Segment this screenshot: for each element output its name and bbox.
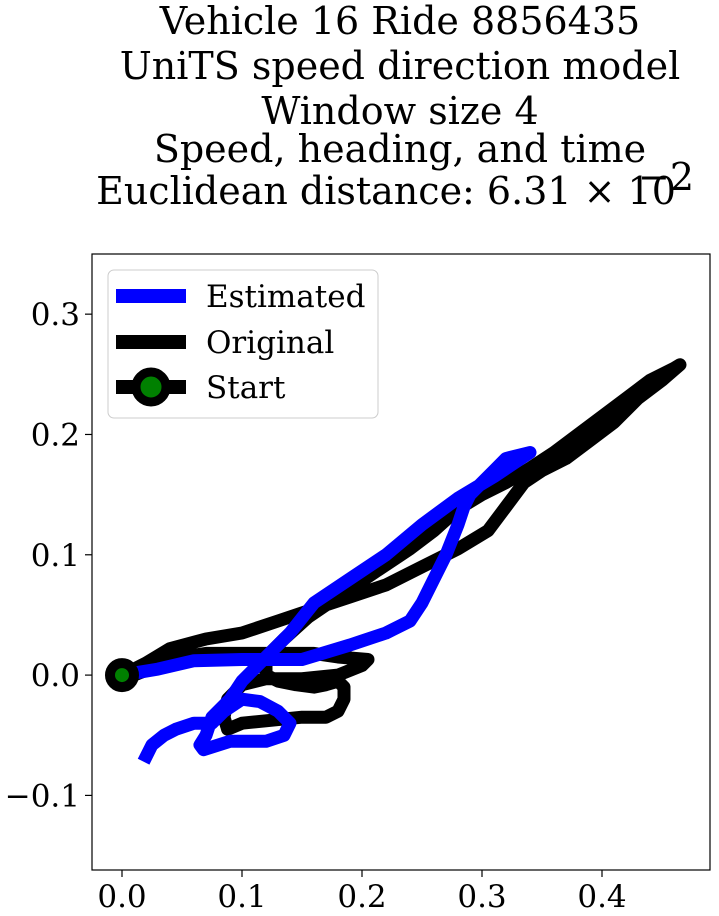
y-axis: −0.1 0.0 0.1 0.2 0.3 [5, 297, 92, 814]
legend-label-start: Start [206, 370, 286, 406]
title-line-5: Euclidean distance: 6.31 × 10 [96, 169, 676, 213]
x-tick-label: 0.4 [577, 879, 626, 915]
y-tick-label: 0.2 [31, 417, 80, 453]
title-line-1: Vehicle 16 Ride 8856435 [159, 0, 640, 43]
title-line-4: Speed, heading, and time [154, 127, 646, 171]
legend-marker-start [131, 367, 171, 407]
axes-frame [91, 253, 711, 871]
title-line-3: Window size 4 [261, 89, 538, 133]
y-tick-label: −0.1 [5, 778, 80, 814]
legend-label-original: Original [206, 325, 334, 361]
series-line-estimated [120, 446, 537, 765]
y-tick-label: 0.0 [31, 658, 80, 694]
plot-area [91, 253, 711, 871]
y-tick-label: 0.1 [31, 538, 80, 574]
title-exponent: −2 [638, 155, 694, 199]
x-tick-label: 0.2 [337, 879, 386, 915]
series-line-original [119, 358, 687, 736]
legend-label-estimated: Estimated [206, 279, 365, 315]
y-tick-label: 0.3 [31, 297, 80, 333]
x-tick-label: 0.1 [217, 879, 266, 915]
start-marker [105, 658, 139, 693]
x-tick-label: 0.3 [457, 879, 506, 915]
x-axis: 0.0 0.1 0.2 0.3 0.4 [97, 870, 627, 915]
legend: Estimated Original Start [107, 269, 379, 419]
series-layer [105, 358, 687, 765]
title-line-2: UniTS speed direction model [120, 44, 680, 88]
x-tick-label: 0.0 [97, 879, 146, 915]
chart-title: Vehicle 16 Ride 8856435 UniTS speed dire… [96, 0, 694, 213]
